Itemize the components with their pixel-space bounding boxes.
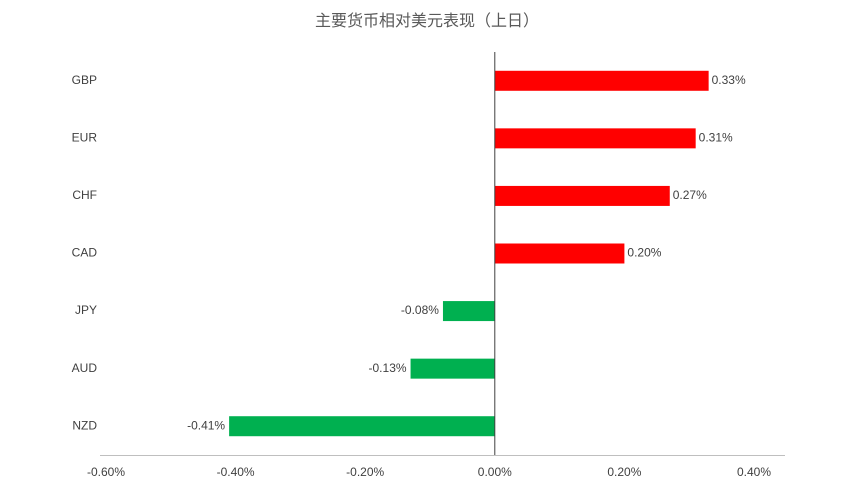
x-tick-label: 0.40%	[737, 465, 771, 479]
bar	[494, 185, 670, 206]
bar	[410, 358, 495, 379]
data-label: -0.41%	[187, 418, 225, 432]
data-label: -0.13%	[369, 361, 407, 375]
data-label: 0.31%	[699, 131, 733, 145]
y-tick-label: NZD	[72, 418, 97, 432]
bar	[494, 128, 696, 149]
bar	[229, 416, 495, 437]
y-tick-label: EUR	[72, 131, 98, 145]
data-label: 0.27%	[673, 188, 707, 202]
bar	[494, 70, 709, 91]
y-tick-label: CAD	[72, 246, 98, 260]
y-tick-label: JPY	[75, 303, 97, 317]
data-label: 0.20%	[627, 246, 661, 260]
bar	[442, 301, 495, 322]
x-tick-label: 0.00%	[478, 465, 512, 479]
x-tick-label: 0.20%	[607, 465, 641, 479]
data-label: -0.08%	[401, 303, 439, 317]
y-tick-label: CHF	[72, 188, 97, 202]
chart-title: 主要货币相对美元表现（上日）	[315, 12, 539, 30]
y-tick-label: AUD	[72, 361, 98, 375]
bar	[494, 243, 625, 264]
y-tick-label: GBP	[72, 73, 97, 87]
x-tick-label: -0.60%	[87, 465, 125, 479]
data-label: 0.33%	[712, 73, 746, 87]
x-tick-label: -0.40%	[217, 465, 255, 479]
x-tick-label: -0.20%	[346, 465, 384, 479]
